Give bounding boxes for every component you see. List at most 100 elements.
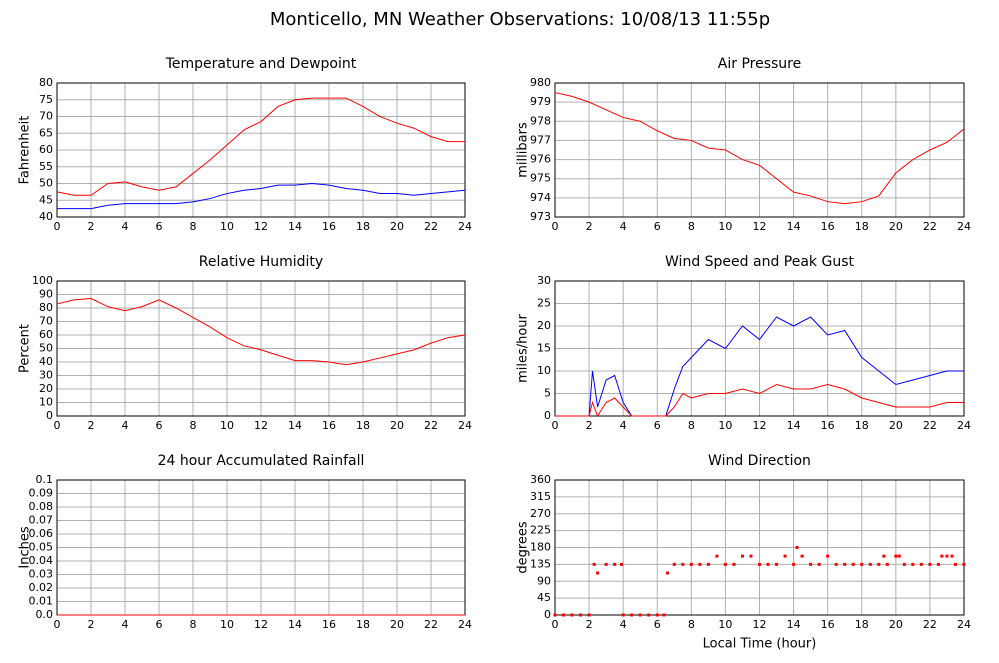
x-tick-label: 18 [855,220,869,233]
x-tick-label: 16 [821,220,835,233]
x-tick-label: 2 [88,618,95,631]
x-tick-label: 24 [458,220,472,233]
data-point [800,554,804,558]
x-tick-label: 8 [688,419,695,432]
y-tick-label: 25 [537,297,551,310]
x-tick-label: 10 [220,419,234,432]
y-tick-label: 973 [530,210,551,223]
x-tick-label: 8 [688,220,695,233]
data-line [56,97,465,196]
data-line [56,298,466,366]
y-tick-label: 70 [39,315,53,328]
x-tick-label: 2 [586,220,593,233]
x-tick-label: 2 [88,419,95,432]
x-tick-label: 16 [322,220,336,233]
data-point [950,554,954,558]
x-tick-label: 18 [855,618,869,631]
y-tick-label: 0.07 [29,514,54,527]
x-tick-label: 4 [122,419,129,432]
data-point [723,562,727,566]
x-tick-label: 6 [156,220,163,233]
y-tick-label: 75 [39,93,53,106]
data-point [681,562,685,566]
data-point [562,613,566,617]
x-tick-label: 6 [654,618,661,631]
x-tick-label: 14 [787,419,801,432]
y-tick-label: 270 [530,507,551,520]
y-tick-label: 40 [39,355,53,368]
x-tick-label: 14 [787,220,801,233]
data-point [809,562,813,566]
x-tick-label: 8 [190,419,197,432]
data-point [740,554,744,558]
plot-frame [554,280,965,417]
plot-frame [56,280,466,417]
x-tick-label: 20 [889,220,903,233]
x-tick-label: 22 [424,220,438,233]
x-tick-label: 0 [54,419,61,432]
x-tick-label: 20 [889,419,903,432]
x-tick-label: 20 [889,618,903,631]
data-point [621,613,625,617]
x-tick-label: 6 [654,419,661,432]
x-tick-label: 14 [288,618,302,631]
x-tick-label: 10 [220,618,234,631]
data-point [851,562,855,566]
y-tick-label: 978 [530,114,551,127]
x-tick-label: 0 [54,618,61,631]
data-point [795,546,799,549]
x-tick-label: 10 [718,618,732,631]
data-point [902,562,906,566]
x-tick-label: 12 [753,419,767,432]
y-tick-label: 360 [530,473,551,486]
data-point [672,562,676,566]
y-tick-label: 60 [39,328,53,341]
data-line [57,182,466,210]
x-tick-label: 16 [322,618,336,631]
x-tick-label: 16 [821,419,835,432]
y-tick-label: 90 [537,574,551,587]
y-tick-label: 15 [537,342,551,355]
y-tick-label: 10 [39,396,53,409]
plot-frame [554,82,965,218]
data-point [665,571,669,575]
x-tick-label: 20 [390,618,404,631]
y-tick-label: 65 [39,126,53,139]
x-tick-label: 24 [957,220,971,233]
y-tick-label: 976 [530,153,551,166]
data-point [766,562,770,566]
chart-title: Temperature and Dewpoint [165,56,357,72]
x-tick-label: 4 [122,220,129,233]
x-tick-label: 0 [552,419,559,432]
x-tick-label: 6 [156,618,163,631]
x-tick-label: 22 [923,618,937,631]
data-point [758,562,761,566]
x-tick-label: 24 [957,618,971,631]
y-tick-label: 0 [46,409,53,422]
y-tick-label: 0 [544,409,551,422]
y-tick-label: 40 [39,210,53,223]
x-tick-label: 22 [923,419,937,432]
data-point [619,562,623,566]
data-point [834,562,838,566]
data-point [706,562,710,566]
x-tick-label: 18 [356,419,370,432]
x-tick-label: 12 [753,618,767,631]
x-tick-label: 24 [957,419,971,432]
x-tick-label: 6 [156,419,163,432]
x-tick-label: 12 [753,220,767,233]
x-tick-label: 10 [718,419,732,432]
x-tick-label: 14 [288,220,302,233]
y-tick-label: 0.01 [29,595,54,608]
x-tick-label: 0 [54,220,61,233]
data-point [647,613,651,617]
y-tick-label: 0.04 [29,554,54,567]
y-axis-label: Inches [18,526,33,568]
data-point [592,562,596,566]
x-tick-label: 8 [190,220,197,233]
y-tick-label: 0.05 [29,541,54,554]
y-tick-label: 0 [544,608,551,621]
y-tick-label: 30 [39,369,53,382]
y-tick-label: 180 [530,541,551,554]
data-point [749,554,753,558]
